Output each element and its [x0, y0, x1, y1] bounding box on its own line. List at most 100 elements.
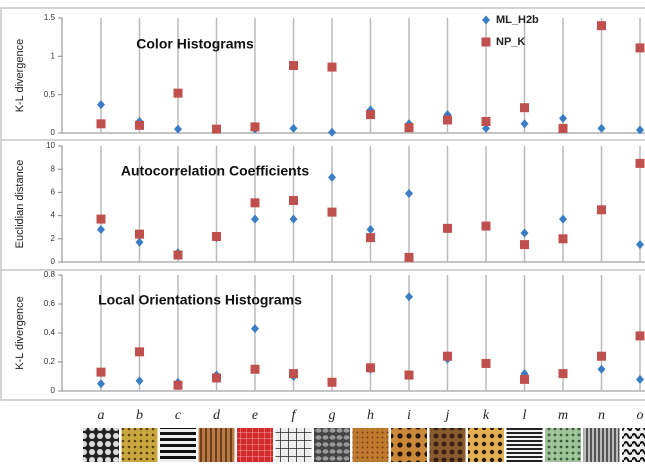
marker-square	[597, 21, 606, 30]
texture-thumbnail	[622, 428, 645, 462]
panel-frame	[1, 140, 645, 270]
texture-thumbnail	[468, 428, 504, 462]
x-tick-label: g	[329, 408, 336, 423]
texture-thumbnail	[507, 428, 543, 462]
texture-thumbnail	[584, 428, 620, 462]
y-tick-label: 0	[51, 386, 56, 395]
marker-square	[482, 359, 491, 368]
marker-diamond	[636, 240, 644, 249]
marker-diamond	[251, 215, 259, 224]
y-tick-label: 0.8	[44, 270, 56, 279]
y-tick-label: 0.5	[44, 90, 56, 99]
marker-square	[212, 232, 221, 241]
panel-title: Color Histograms	[136, 36, 254, 52]
y-tick-label: 4	[51, 211, 56, 220]
texture-thumbnail	[314, 428, 350, 462]
panel-title: Local Orientations Histograms	[98, 292, 302, 308]
marker-square	[251, 122, 260, 131]
y-axis-label: Euclidian distance	[14, 160, 26, 249]
y-tick-label: 0.4	[44, 328, 56, 337]
marker-square	[251, 365, 260, 374]
marker-square	[482, 117, 491, 126]
marker-square	[212, 125, 221, 134]
y-axis-label: K-L divergence	[14, 296, 26, 370]
y-tick-label: 0	[51, 128, 56, 137]
marker-diamond	[328, 128, 336, 137]
legend-label: ML_H2b	[496, 14, 539, 26]
texture-thumbnail	[391, 428, 427, 462]
marker-square	[559, 369, 568, 378]
panel-title: Autocorrelation Coefficients	[121, 163, 309, 179]
texture-thumbnail	[430, 428, 466, 462]
x-tick-label: f	[292, 408, 298, 423]
marker-square	[174, 89, 183, 98]
marker-square	[636, 159, 645, 168]
y-tick-label: 0	[51, 257, 56, 266]
marker-diamond	[598, 365, 606, 374]
texture-thumbnail	[83, 428, 119, 462]
marker-square	[289, 196, 298, 205]
marker-diamond	[521, 229, 529, 238]
marker-diamond	[290, 124, 298, 133]
marker-diamond	[405, 292, 413, 301]
x-tick-label: o	[637, 408, 644, 423]
marker-diamond	[636, 375, 644, 384]
x-tick-label: l	[523, 408, 527, 423]
texture-thumbnail	[237, 428, 273, 462]
marker-square	[328, 63, 337, 72]
marker-diamond	[559, 215, 567, 224]
panel-frame	[1, 270, 645, 400]
x-tick-label: e	[252, 408, 258, 423]
y-tick-label: 0.6	[44, 299, 56, 308]
marker-square	[366, 110, 375, 119]
x-tick-label: h	[367, 408, 374, 423]
marker-diamond	[174, 125, 182, 134]
marker-square	[328, 378, 337, 387]
marker-square	[289, 369, 298, 378]
marker-square	[135, 121, 144, 130]
marker-diamond	[136, 376, 144, 385]
marker-diamond	[405, 189, 413, 198]
marker-square	[97, 215, 106, 224]
chart: 0 0.5 1 1.5 K-L divergence Color Histograms ML…	[0, 0, 645, 464]
marker-square	[559, 124, 568, 133]
marker-square	[520, 240, 529, 249]
marker-square	[443, 352, 452, 361]
marker-diamond	[97, 225, 105, 234]
marker-square	[251, 198, 260, 207]
y-tick-label: 1	[51, 51, 56, 60]
marker-square	[328, 208, 337, 217]
y-tick-label: 1.5	[44, 13, 56, 22]
legend-marker	[482, 38, 491, 47]
marker-square	[520, 375, 529, 384]
y-tick-label: 6	[51, 188, 56, 197]
marker-square	[405, 253, 414, 262]
texture-thumbnail	[353, 428, 389, 462]
x-tick-label: a	[98, 408, 105, 423]
marker-square	[636, 43, 645, 52]
marker-diamond	[97, 379, 105, 388]
marker-square	[443, 224, 452, 233]
marker-square	[135, 347, 144, 356]
marker-square	[443, 115, 452, 124]
legend-label: NP_K	[496, 36, 525, 48]
x-tick-label: j	[444, 408, 450, 423]
marker-square	[636, 331, 645, 340]
marker-square	[289, 61, 298, 70]
y-tick-label: 10	[46, 141, 55, 150]
x-tick-label: b	[136, 408, 143, 423]
texture-thumbnail	[545, 428, 581, 462]
texture-thumbnail	[160, 428, 196, 462]
marker-diamond	[290, 215, 298, 224]
marker-square	[174, 381, 183, 390]
texture-thumbnail	[199, 428, 235, 462]
marker-square	[520, 103, 529, 112]
marker-square	[97, 368, 106, 377]
marker-diamond	[136, 238, 144, 247]
marker-diamond	[251, 324, 259, 333]
marker-square	[366, 363, 375, 372]
marker-square	[212, 373, 221, 382]
y-tick-label: 0.2	[44, 357, 56, 366]
marker-diamond	[521, 119, 529, 128]
marker-square	[174, 251, 183, 260]
